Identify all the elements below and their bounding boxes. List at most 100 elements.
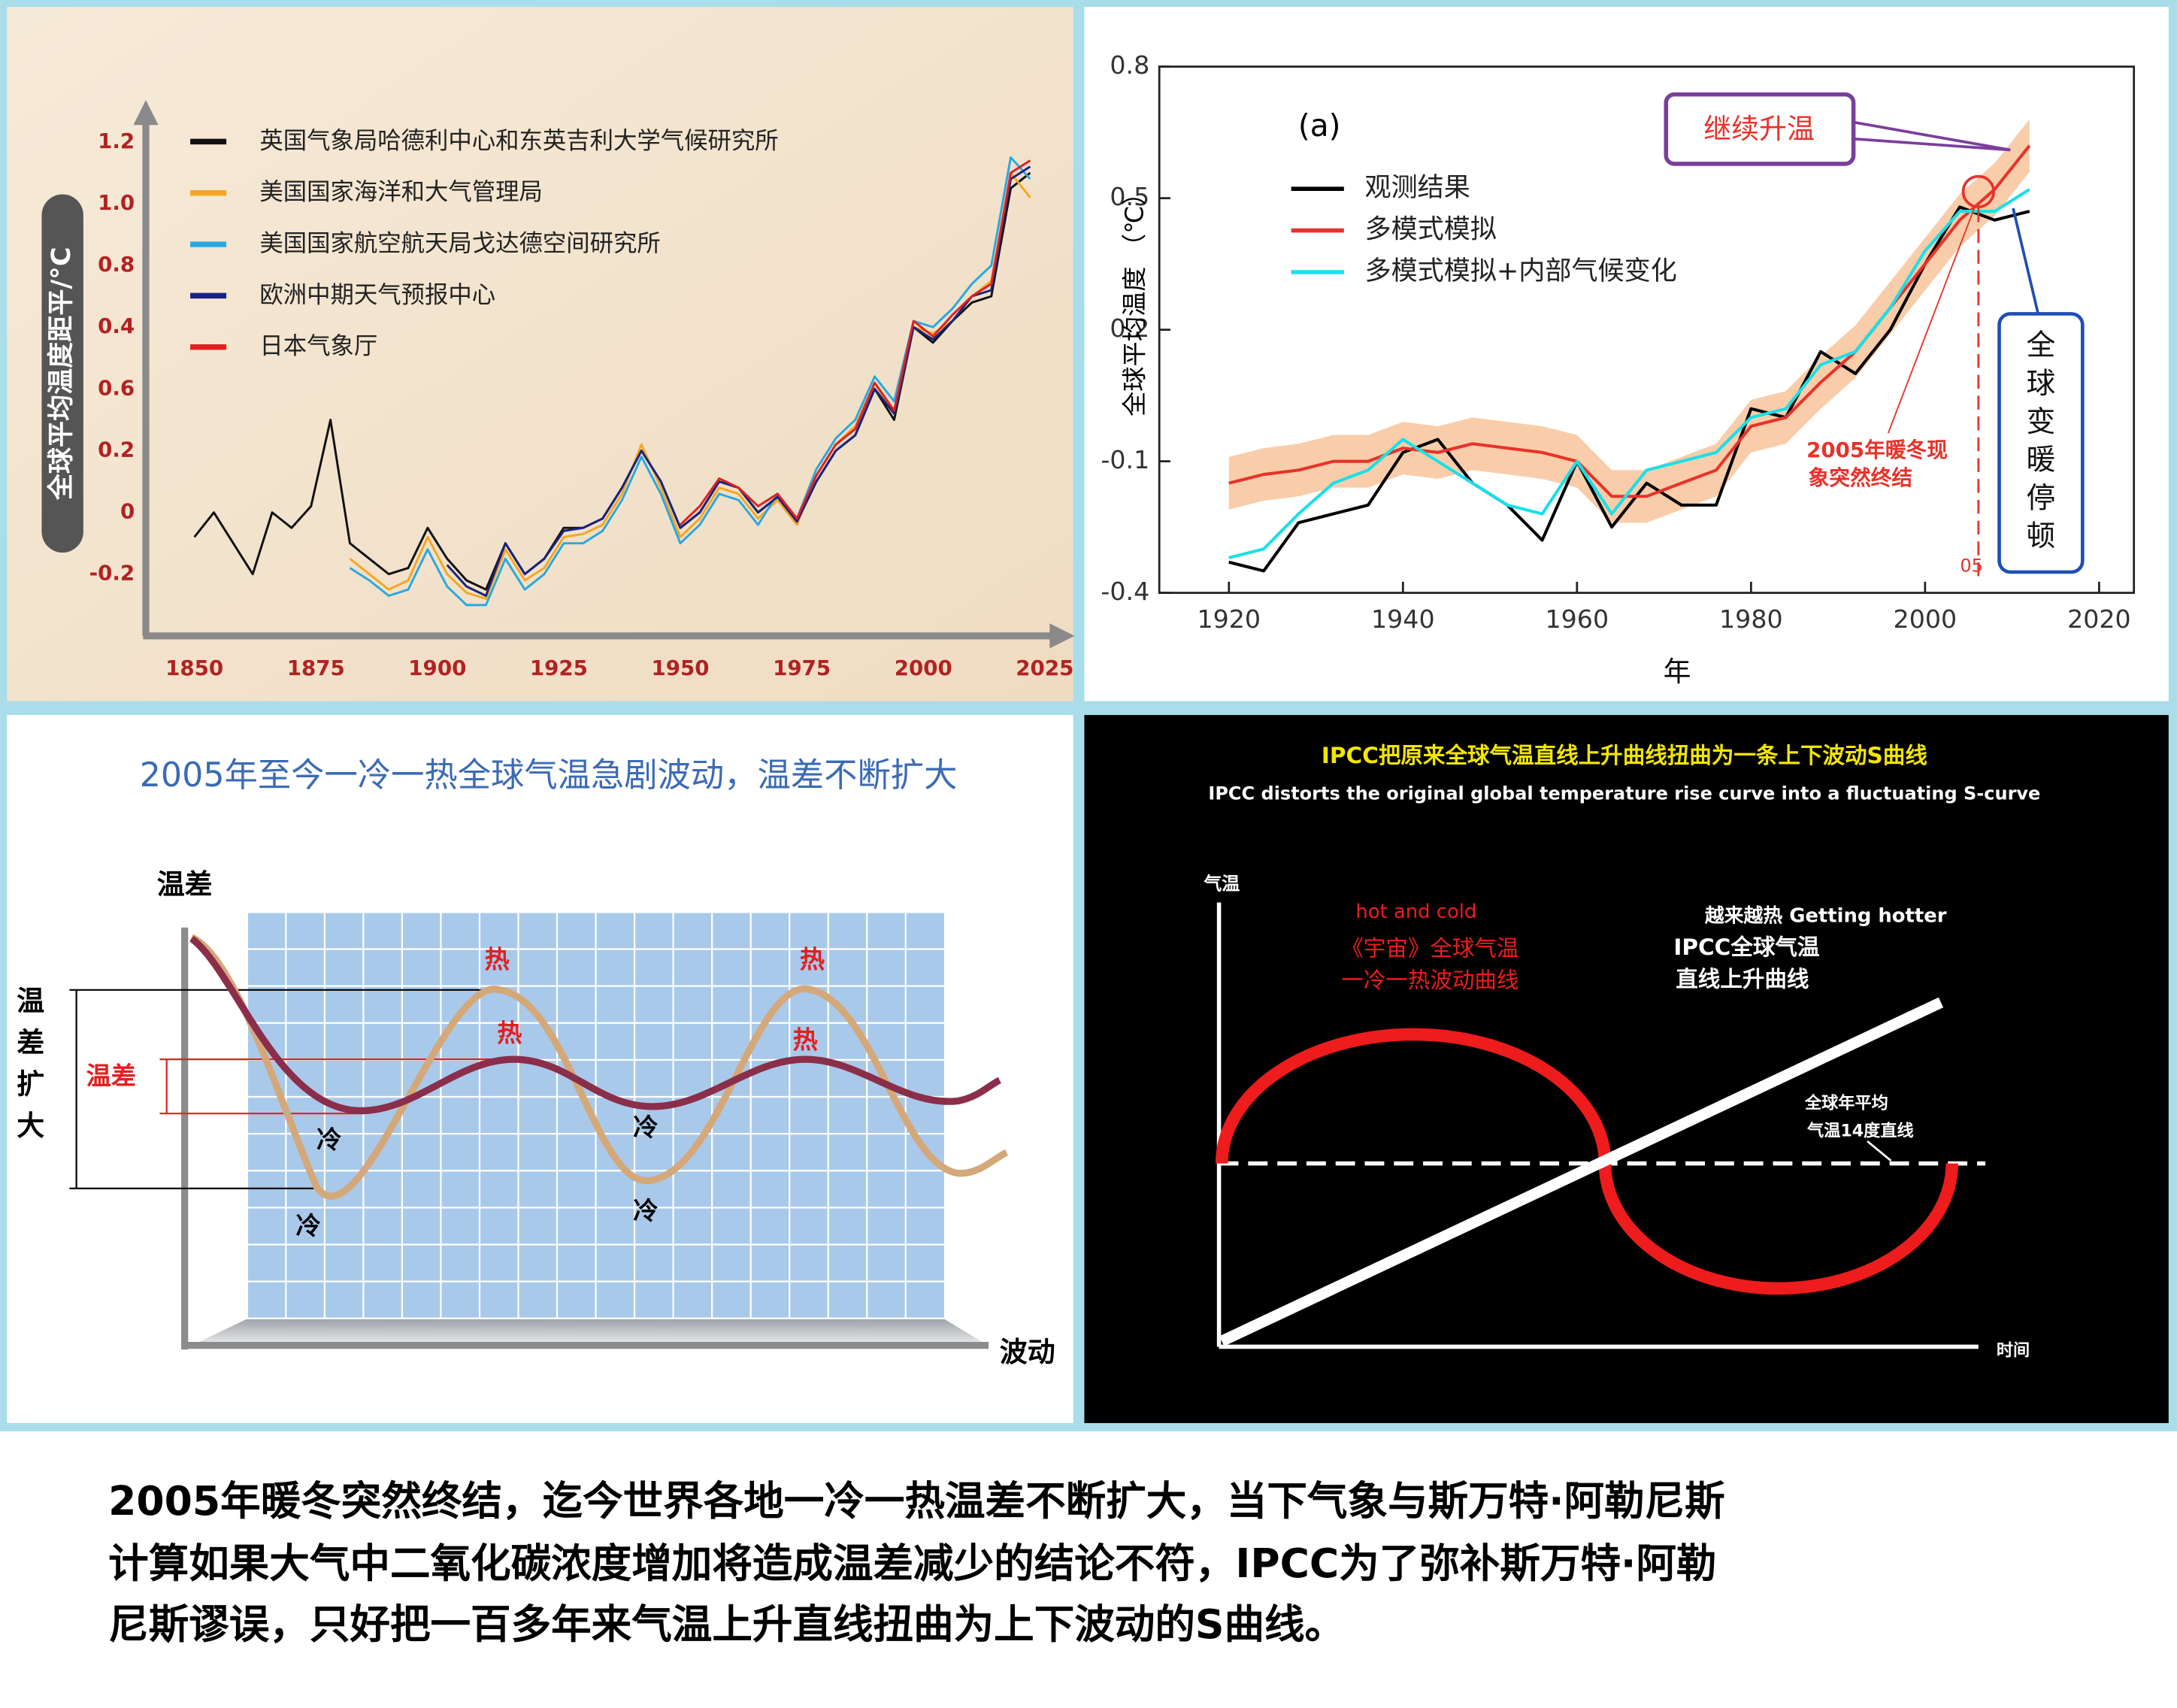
y-tick-label: 0.2 <box>1110 313 1149 343</box>
x-tick-label: 1900 <box>408 656 466 680</box>
series-line <box>1228 205 2030 573</box>
axis-arrow <box>133 99 159 126</box>
y-tick-label: 1.0 <box>98 190 135 215</box>
caption-line: 计算如果大气中二氧化碳浓度增加将造成温差减少的结论不符，IPCC为了弥补斯万特·… <box>108 1540 1716 1587</box>
caption-line: 尼斯谬误，只好把一百多年来气温上升直线扭曲为上下波动的S曲线。 <box>108 1600 1345 1648</box>
spread-label: 扩 <box>17 1068 44 1101</box>
y-tick-label: 0 <box>120 499 135 524</box>
annotation-pointer <box>1853 137 2011 152</box>
x-tick-label: 1960 <box>1546 604 1609 634</box>
y-axis-label: 气温 <box>1203 873 1240 894</box>
annotation-pointer <box>1853 120 2011 152</box>
caption-background <box>0 1431 2177 1708</box>
x-tick-label: 1875 <box>287 656 345 680</box>
cold-label: 冷 <box>633 1113 658 1142</box>
x-tick-label: 2020 <box>2067 604 2131 634</box>
axis-arrow <box>1049 623 1075 649</box>
annotation: 暖 <box>2027 444 2056 477</box>
cold-label: 冷 <box>316 1125 341 1155</box>
annotation: 象突然终结 <box>1809 465 1912 490</box>
annotation: 全 <box>2027 329 2056 362</box>
annotation: 《宇宙》全球气温 <box>1341 936 1518 962</box>
caption-line: 2005年暖冬突然终结，迄今世界各地一冷一热温差不断扩大，当下气象与斯万特·阿勒… <box>108 1477 1725 1525</box>
panel-background <box>7 7 1073 701</box>
legend-label: 多模式模拟 <box>1365 214 1497 245</box>
x-tick-label: 1940 <box>1371 604 1435 634</box>
diagram-title: 2005年至今一冷一热全球气温急剧波动，温差不断扩大 <box>140 756 958 795</box>
y-tick-label: -0.2 <box>89 561 135 586</box>
annotation: 越来越热 Getting hotter <box>1705 904 1947 927</box>
cold-label: 冷 <box>633 1196 658 1225</box>
annotation: 顿 <box>2027 519 2056 553</box>
panel-label: (a) <box>1298 108 1341 144</box>
y-tick-label: 1.2 <box>98 129 135 153</box>
pointer <box>1867 1140 1892 1162</box>
diagram-subtitle: IPCC distorts the original global temper… <box>1208 783 2040 804</box>
y-tick-label: 0.8 <box>1110 50 1149 80</box>
annotation: 05 <box>1960 556 1983 577</box>
annotation-pointer <box>1887 207 1976 434</box>
annotation-box <box>1997 312 2085 574</box>
y-axis-label: 全球平均温度 （℃） <box>1119 180 1149 416</box>
annotation-pointer <box>2012 207 2040 314</box>
x-tick-label: 2000 <box>1894 604 1957 634</box>
axis-label-pill <box>41 194 83 553</box>
cold-label: 冷 <box>295 1211 320 1240</box>
x-axis-label: 时间 <box>1997 1340 2030 1360</box>
wave-large <box>189 934 1009 1200</box>
series-line <box>349 156 1031 607</box>
hot-label: 热 <box>793 1025 818 1055</box>
annotation: 停 <box>2027 481 2056 515</box>
spread-label: 温 <box>17 985 44 1017</box>
x-tick-label: 1920 <box>1197 604 1261 634</box>
legend-label: 英国气象局哈德利中心和东英吉利大学气候研究所 <box>259 127 778 154</box>
floor <box>194 1319 986 1344</box>
y-axis-label: 温差 <box>157 868 213 901</box>
hot-label: 热 <box>800 945 825 974</box>
annotation: 一冷一热波动曲线 <box>1341 968 1518 993</box>
series-line <box>1228 188 2030 559</box>
wave-small <box>189 935 1002 1115</box>
x-tick-label: 1850 <box>165 656 223 680</box>
diff-label: 温差 <box>86 1061 136 1091</box>
y-tick-label: 0.4 <box>98 313 135 338</box>
y-tick-label: 0.6 <box>98 375 135 400</box>
legend-label: 多模式模拟+内部气候变化 <box>1365 256 1677 286</box>
x-tick-label: 1980 <box>1719 604 1783 634</box>
annotation: 2005年暖冬现 <box>1806 438 1948 462</box>
grid <box>246 911 944 1319</box>
highlight-circle <box>1961 174 1995 209</box>
annotation: IPCC全球气温 <box>1673 934 1819 960</box>
legend-label: 美国国家航空航天局戈达德空间研究所 <box>259 230 660 257</box>
x-tick-label: 1925 <box>530 656 588 680</box>
panel-background <box>1084 7 2169 701</box>
y-tick-label: 0.5 <box>1110 182 1149 211</box>
legend-label: 美国国家海洋和大气管理局 <box>259 179 542 206</box>
legend-label: 日本气象厅 <box>259 333 377 360</box>
annotation: 球 <box>2027 367 2056 401</box>
y-tick-label: 0.2 <box>98 437 135 462</box>
panel-background <box>1084 715 2169 1424</box>
legend-label: 欧洲中期天气预报中心 <box>259 281 495 308</box>
rise-line <box>1219 997 1944 1346</box>
spread-label: 差 <box>17 1026 44 1058</box>
x-tick-label: 2000 <box>895 656 952 680</box>
legend-label: 观测结果 <box>1365 172 1470 203</box>
y-tick-label: 0.8 <box>98 252 135 277</box>
x-tick-label: 1975 <box>773 656 831 680</box>
x-axis-label: 波动 <box>1000 1336 1055 1368</box>
y-tick-label: -0.1 <box>1101 445 1149 474</box>
x-tick-label: 2025 <box>1016 656 1073 680</box>
x-axis-label: 年 <box>1664 656 1691 688</box>
hot-label: 热 <box>497 1018 522 1047</box>
series-line <box>680 159 1031 526</box>
annotation: 气温14度直线 <box>1806 1122 1914 1141</box>
annotation: 变 <box>2027 405 2056 439</box>
spread-label: 大 <box>17 1110 44 1142</box>
annotation-box <box>1664 92 1856 166</box>
y-axis-label: 全球平均温度距平/°C <box>46 247 77 501</box>
diagram-title: IPCC把原来全球气温直线上升曲线扭曲为一条上下波动S曲线 <box>1322 743 1927 768</box>
y-tick-label: -0.4 <box>1101 577 1149 606</box>
